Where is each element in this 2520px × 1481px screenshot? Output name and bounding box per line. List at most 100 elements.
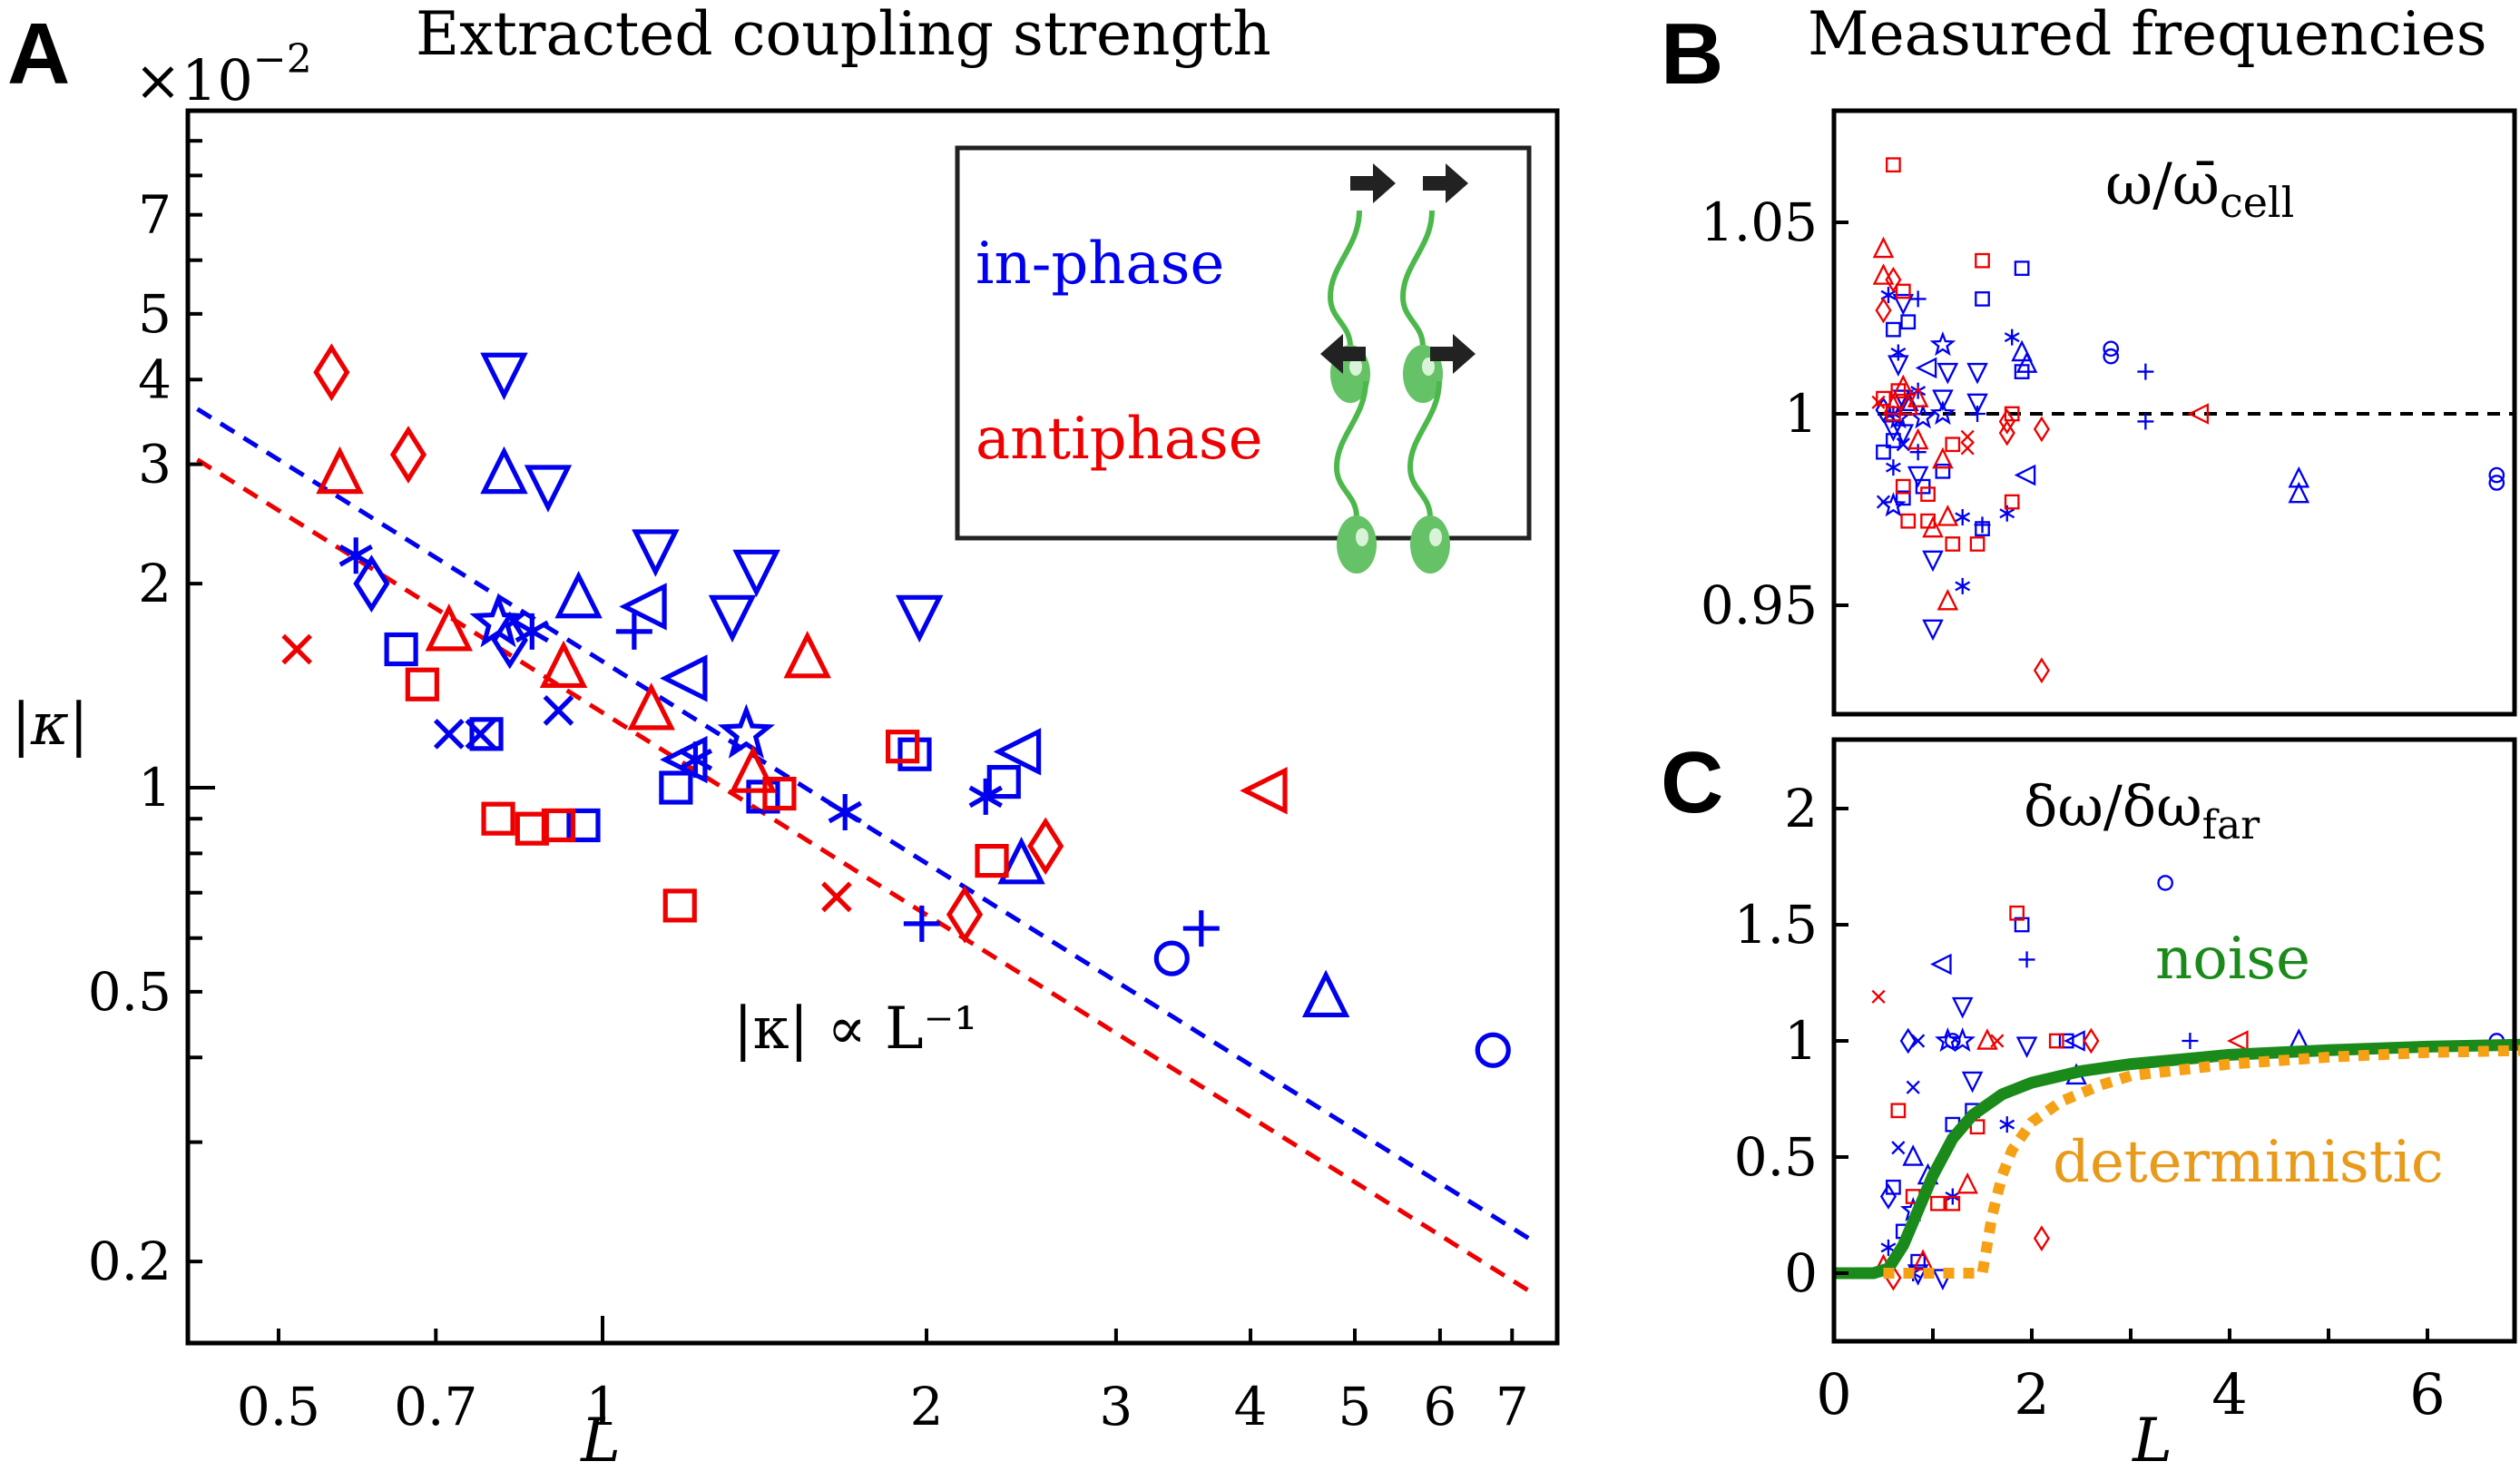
marker-tri-up [425,603,474,652]
marker-square [1935,463,1951,479]
y-axis-label: |κ| [11,691,88,759]
marker-x [1990,1034,2005,1048]
arrow-left-icon [1320,334,1366,374]
flagellum [1333,380,1368,518]
marker-tri-up [783,631,831,679]
marker-square [469,717,504,751]
x-tick-label: 5 [1338,1376,1372,1437]
marker-square [662,888,697,923]
panel-c-quantity-label: δω/δωfar [2024,773,2260,848]
marker-square [515,811,549,846]
marker-square [975,844,1009,878]
marker-star [1929,331,1956,357]
marker-circle [2103,340,2120,358]
curve-noise [1834,1038,2520,1280]
marker-tri-up [539,640,588,689]
marker-circle [1944,1033,1961,1049]
marker-diamond [1899,1027,1917,1054]
marker-square [1975,252,1990,269]
y-tick-label: 2 [138,553,172,614]
y-tick-label: 1.05 [1701,191,1818,253]
panel-b-quantity-label: ω/ω̄cell [2105,152,2294,227]
cell-highlight [1356,528,1368,546]
marker-x [1960,441,1975,456]
flagellum [1399,210,1435,348]
marker-x [1871,989,1886,1004]
multiplier-exponent: −2 [253,36,312,83]
inset-legend: in-phase antiphase [955,145,1532,574]
y-tick-label: 0.2 [88,1231,172,1292]
x-tick-label: 2 [910,1376,944,1437]
marker-square [1930,1195,1946,1211]
marker-tri-up [480,446,528,495]
panel-a-title: Extracted coupling strength [416,0,1271,69]
marker-diamond [2033,657,2050,684]
marker-square [2009,905,2025,921]
marker-tri-down [1907,466,1929,488]
x-tick-label: 4 [2211,1361,2247,1427]
marker-square [1886,157,1901,173]
x-tick-label: 6 [2409,1361,2445,1427]
swimmer-cell-icon [1407,334,1476,574]
y-tick-label: 3 [138,434,172,495]
marker-tri-down [632,529,680,577]
panel-a-letter: A [7,5,70,103]
marker-square [1895,490,1911,506]
marker-tri-up [1976,1028,1998,1050]
marker-asterisk [1955,508,1971,525]
marker-square [1886,321,1901,338]
y-tick-label: 4 [138,348,172,410]
panel-b-title: Measured frequencies [1808,0,2487,69]
swimmer-cell-icon [1399,163,1468,403]
marker-plus [1909,444,1927,461]
series-in-phase [1875,260,2505,642]
marker-square [2004,494,2020,510]
arrow-right-icon [1350,163,1396,203]
marker-square [897,737,932,771]
panel-c-letter: C [1661,734,1723,831]
marker-square [1895,478,1911,495]
marker-circle [2157,875,2173,891]
marker-asterisk [338,537,373,574]
marker-asterisk [2004,329,2020,346]
marker-tri-left [660,654,708,702]
marker-tri-down [1932,1269,1954,1290]
x-tick-label: 0.7 [394,1376,477,1437]
marker-diamond [1998,408,2015,435]
marker-asterisk [1890,344,1907,361]
marker-circle [2103,348,2120,365]
marker-diamond [1875,297,1892,324]
marker-tri-up [2288,481,2310,504]
marker-tri-down [1966,393,1988,416]
y-tick-label: 1 [1784,1010,1818,1072]
x-tick-label: 1 [586,1376,620,1437]
marker-tri-down [1922,619,1944,642]
marker-diamond [2083,1027,2100,1054]
cell-body [1337,515,1377,574]
marker-circle [1153,940,1190,976]
marker-diamond [946,885,984,944]
marker-square [1890,1103,1907,1119]
marker-x [1891,1141,1906,1155]
marker-square [1920,486,1936,502]
marker-diamond [313,343,350,402]
marker-square [1876,390,1891,407]
cell-highlight [1349,358,1362,376]
marker-tri-up [2011,339,2033,362]
marker-tri-left [1240,767,1288,815]
marker-square [762,776,797,811]
subscript: cell [2220,178,2294,227]
marker-tri-up [1912,1249,1934,1270]
marker-tri-down [1932,389,1954,411]
marker-tri-down [1966,362,1988,385]
subscript: far [2202,802,2261,848]
marker-tri-down [1961,1071,1984,1094]
y-tick-label: 0.95 [1701,574,1818,636]
marker-diamond [353,554,390,613]
marker-tri-up [1872,263,1895,285]
y-tick-label: 1.5 [1734,894,1818,956]
marker-square [1920,513,1936,529]
marker-diamond [1879,1183,1897,1210]
series-antiphase [1871,905,2249,1291]
fit-line-antiphase [188,451,1534,1295]
